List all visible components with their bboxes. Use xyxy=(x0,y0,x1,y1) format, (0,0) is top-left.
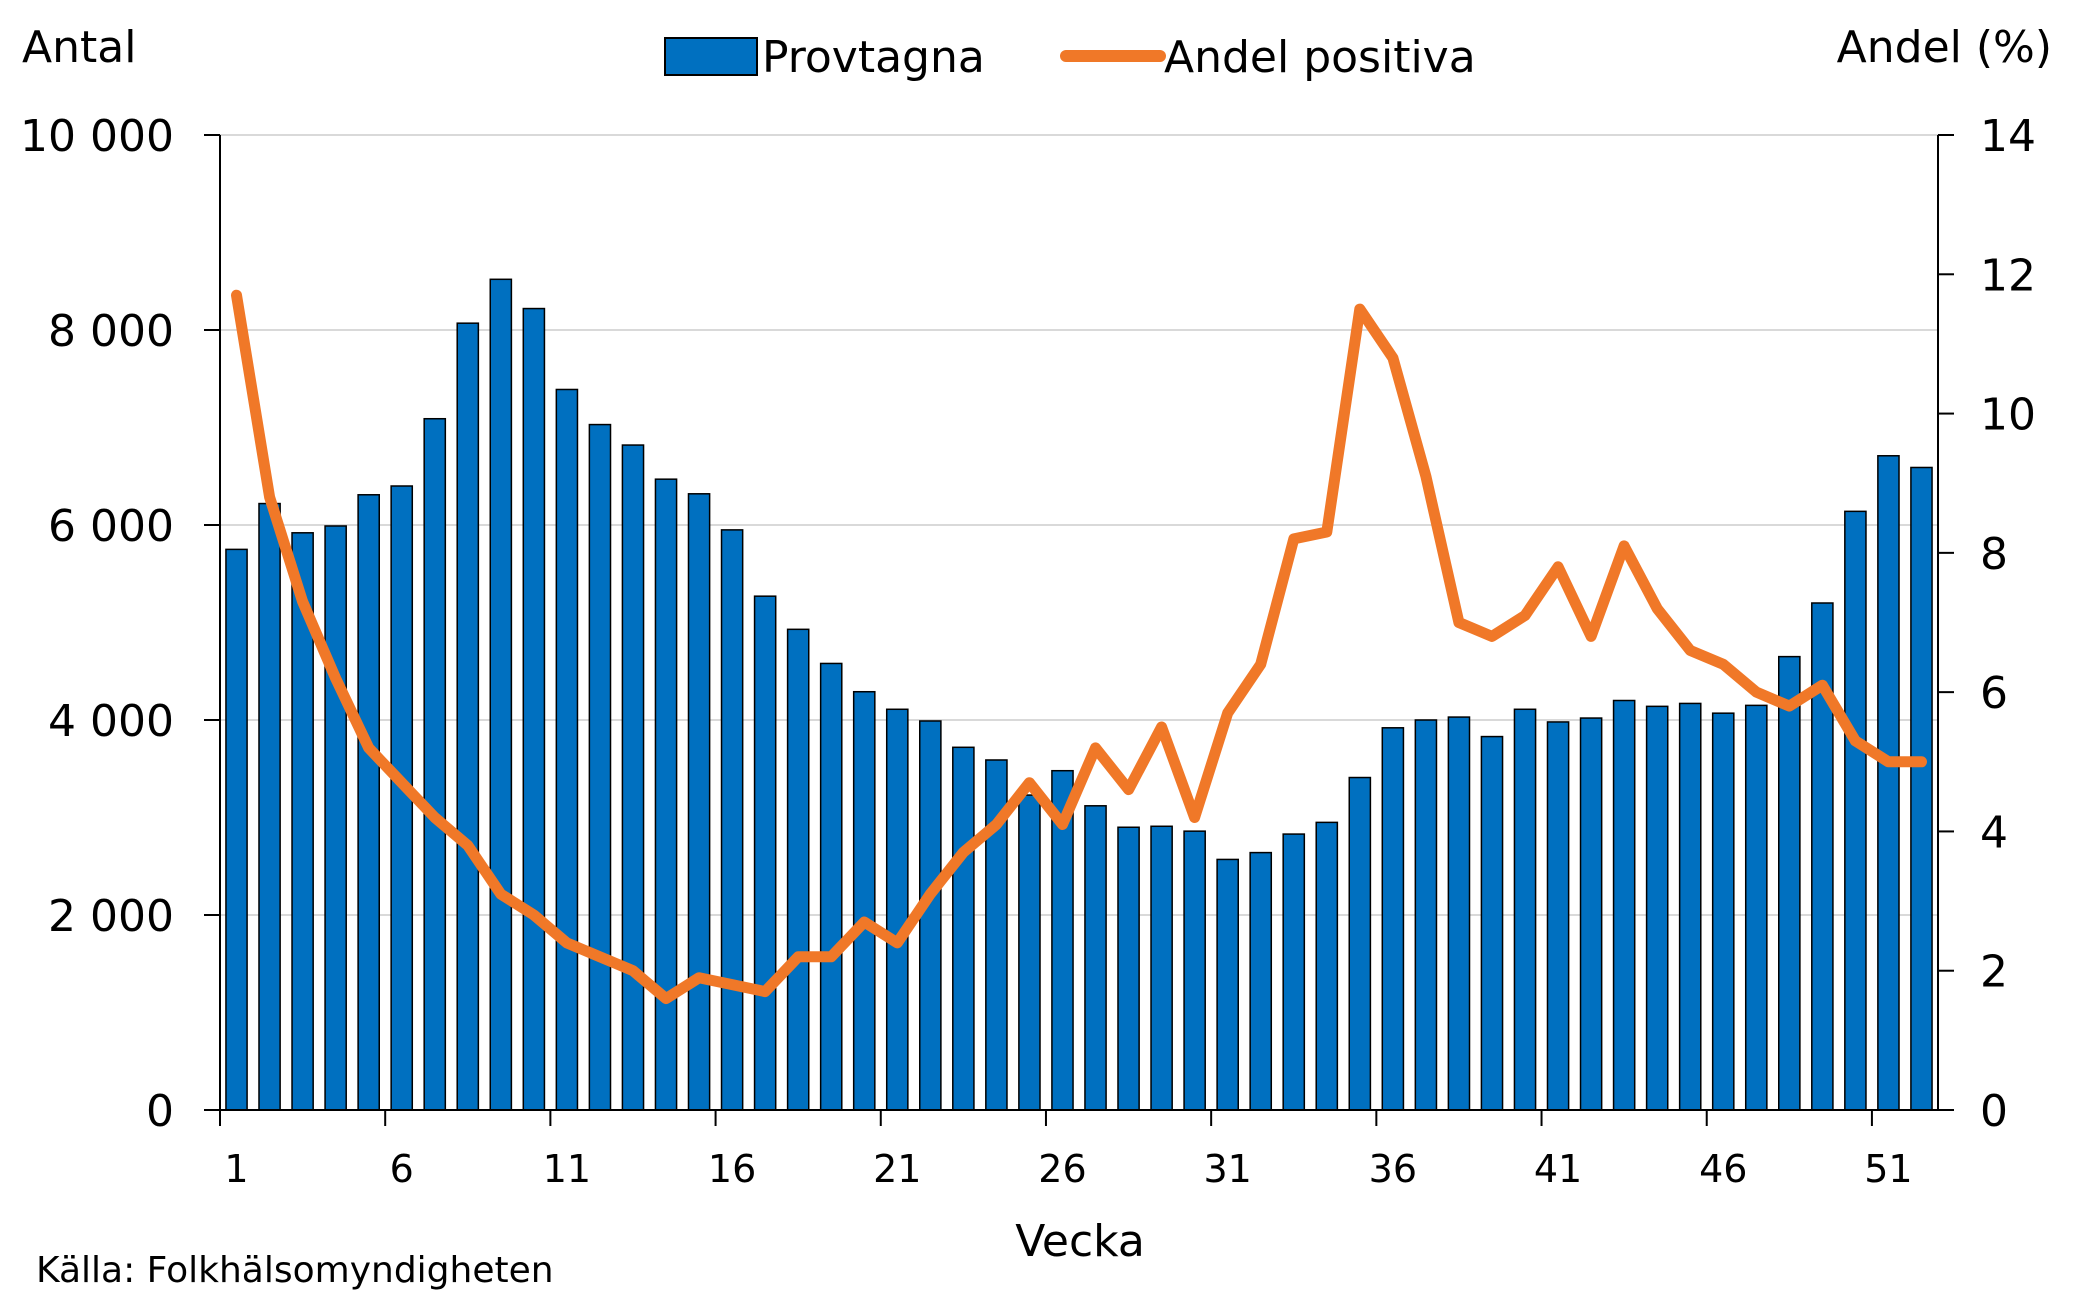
y-axis-right-title: Andel (%) xyxy=(1837,22,2052,73)
y-tick-label-right: 2 xyxy=(1980,947,2008,998)
bar xyxy=(1910,466,1933,1111)
series-line xyxy=(231,289,1927,1005)
bar xyxy=(687,493,711,1111)
bar xyxy=(1877,455,1900,1111)
bar xyxy=(225,548,248,1111)
bar xyxy=(1546,721,1570,1111)
bar xyxy=(621,444,645,1111)
bar xyxy=(522,307,546,1111)
y-tick-label-left: 8 000 xyxy=(48,306,174,357)
legend: Provtagna Andel positiva xyxy=(664,32,1476,83)
bar xyxy=(1811,602,1834,1111)
x-tick-label: 21 xyxy=(873,1147,921,1191)
bar xyxy=(786,628,810,1111)
bar xyxy=(1348,776,1372,1111)
bar xyxy=(753,595,777,1111)
x-tick-label: 16 xyxy=(708,1147,756,1191)
y-tick-label-right: 4 xyxy=(1980,807,2008,858)
bar xyxy=(324,525,347,1111)
x-tick-label: 46 xyxy=(1699,1147,1747,1191)
x-tick-label: 1 xyxy=(224,1147,248,1191)
bar xyxy=(1579,717,1603,1111)
y-tick-label-right: 0 xyxy=(1980,1086,2008,1137)
bar xyxy=(1414,719,1438,1111)
bar xyxy=(1381,727,1405,1111)
bar xyxy=(885,708,909,1111)
y-tick-label-left: 0 xyxy=(146,1086,174,1137)
bar xyxy=(1117,826,1140,1111)
bar xyxy=(1612,699,1636,1111)
bar xyxy=(1778,655,1801,1111)
y-tick-label-right: 14 xyxy=(1980,111,2036,162)
x-tick-label: 31 xyxy=(1203,1147,1251,1191)
y-tick-label-left: 6 000 xyxy=(48,501,174,552)
bar xyxy=(952,746,975,1111)
bar xyxy=(1678,702,1702,1111)
y-tick-label-right: 8 xyxy=(1980,529,2008,580)
bar xyxy=(1018,794,1041,1111)
bar xyxy=(654,478,678,1111)
bar xyxy=(1711,712,1735,1111)
line-andel-positiva xyxy=(231,289,1927,1005)
x-tick-label: 36 xyxy=(1369,1147,1417,1191)
bar xyxy=(1844,510,1867,1111)
x-tick-label: 26 xyxy=(1038,1147,1086,1191)
axes xyxy=(204,134,1954,1126)
bar xyxy=(456,322,480,1111)
bar xyxy=(1282,833,1306,1111)
bar xyxy=(919,720,942,1111)
y-tick-label-right: 6 xyxy=(1980,668,2008,719)
x-tick-label: 6 xyxy=(390,1147,414,1191)
bar xyxy=(357,494,380,1111)
legend-label-andel-positiva: Andel positiva xyxy=(1164,32,1476,83)
bar xyxy=(1150,825,1173,1111)
bar xyxy=(1744,704,1768,1111)
bars-provtagna xyxy=(225,278,1933,1111)
bar xyxy=(1216,858,1239,1111)
bar xyxy=(588,423,612,1111)
x-tick-label: 41 xyxy=(1534,1147,1582,1191)
legend-swatch-provtagna xyxy=(664,37,758,76)
x-tick-label: 11 xyxy=(543,1147,591,1191)
bar xyxy=(1315,821,1339,1111)
bar xyxy=(423,417,447,1111)
bar xyxy=(258,502,281,1111)
x-tick-label: 51 xyxy=(1864,1147,1912,1191)
y-tick-label-left: 10 000 xyxy=(20,111,174,162)
y-axis-left-title: Antal xyxy=(22,22,136,73)
bar xyxy=(1447,716,1471,1111)
bar xyxy=(555,388,579,1111)
bar xyxy=(819,662,843,1111)
bar xyxy=(1480,735,1504,1111)
bar xyxy=(1183,830,1206,1111)
bar xyxy=(720,529,744,1111)
y-tick-label-right: 10 xyxy=(1980,390,2036,441)
y-tick-label-left: 4 000 xyxy=(48,696,174,747)
bar xyxy=(1645,705,1669,1111)
legend-label-provtagna: Provtagna xyxy=(762,32,985,83)
bar xyxy=(1513,708,1537,1111)
bar xyxy=(489,278,513,1111)
bar xyxy=(1249,851,1273,1111)
y-tick-label-left: 2 000 xyxy=(48,891,174,942)
source-note: Källa: Folkhälsomyndigheten xyxy=(36,1250,554,1291)
y-tick-label-right: 12 xyxy=(1980,250,2036,301)
x-axis-title: Vecka xyxy=(1015,1216,1145,1267)
bar xyxy=(852,690,876,1111)
bar xyxy=(1084,805,1107,1111)
